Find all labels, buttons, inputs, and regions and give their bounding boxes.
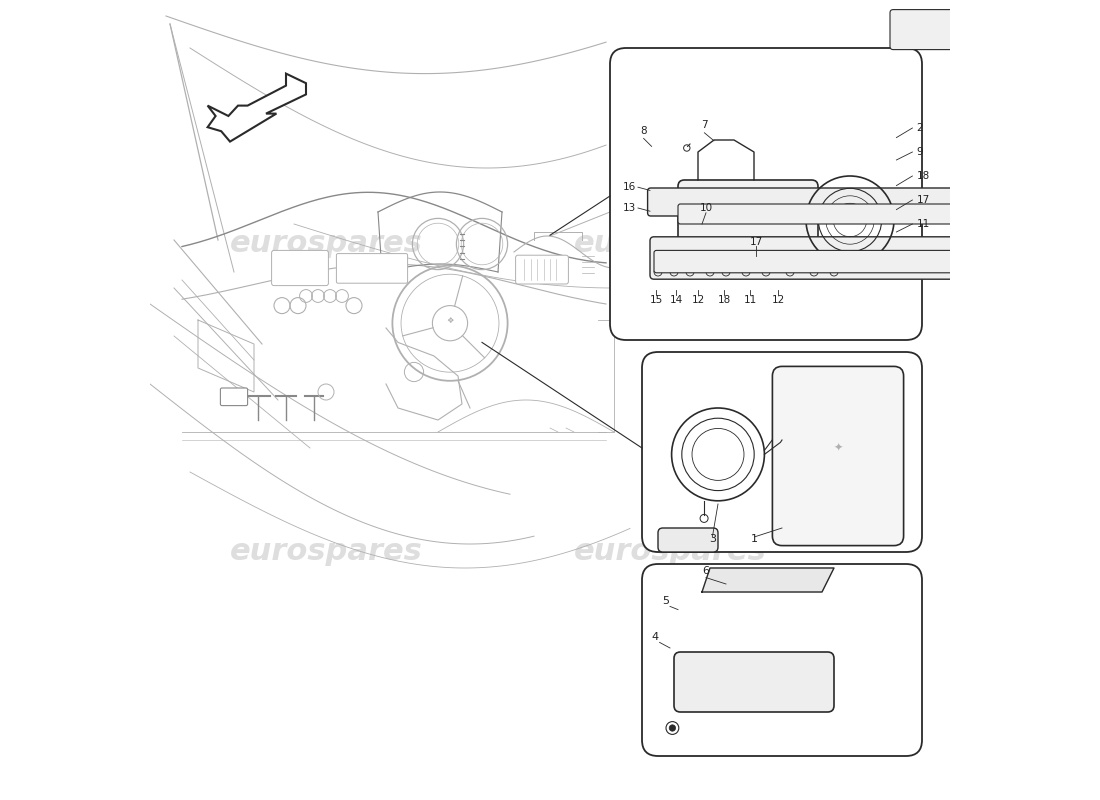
Text: 14: 14 [670,295,683,305]
FancyBboxPatch shape [648,188,1100,216]
FancyBboxPatch shape [642,564,922,756]
Text: 16: 16 [623,182,637,192]
FancyBboxPatch shape [772,366,903,546]
FancyBboxPatch shape [678,204,1100,224]
FancyBboxPatch shape [654,250,1100,273]
FancyBboxPatch shape [890,10,1100,50]
Text: 9: 9 [916,147,923,157]
Text: ✦: ✦ [834,443,843,453]
Circle shape [669,725,675,731]
Text: ❖: ❖ [447,316,453,326]
Text: 13: 13 [623,203,637,213]
FancyBboxPatch shape [337,254,408,283]
Text: 5: 5 [662,596,669,606]
Text: 4: 4 [651,632,659,642]
FancyBboxPatch shape [272,250,329,286]
FancyBboxPatch shape [650,237,1100,279]
FancyBboxPatch shape [610,48,922,340]
Text: 18: 18 [916,171,930,181]
Text: eurospares: eurospares [573,230,767,258]
Text: 6: 6 [703,566,710,576]
Text: 12: 12 [692,295,705,305]
Text: eurospares: eurospares [230,538,422,566]
FancyBboxPatch shape [220,388,248,406]
Polygon shape [702,568,834,592]
Polygon shape [208,74,306,142]
Text: 18: 18 [718,295,732,305]
Text: 12: 12 [771,295,784,305]
Text: eurospares: eurospares [573,538,767,566]
Text: 11: 11 [744,295,757,305]
Text: eurospares: eurospares [230,230,422,258]
Text: 15: 15 [650,295,663,305]
FancyBboxPatch shape [658,528,718,552]
FancyBboxPatch shape [516,255,569,284]
FancyBboxPatch shape [642,352,922,552]
Text: 2: 2 [916,123,923,133]
Text: 17: 17 [916,195,930,205]
Text: 7: 7 [701,120,707,130]
Text: 17: 17 [750,237,763,246]
Text: 1: 1 [751,534,758,544]
Text: 10: 10 [700,203,713,213]
Text: 8: 8 [640,126,647,135]
Text: 11: 11 [916,219,930,229]
Text: 3: 3 [708,534,716,544]
FancyBboxPatch shape [678,180,818,248]
FancyBboxPatch shape [674,652,834,712]
